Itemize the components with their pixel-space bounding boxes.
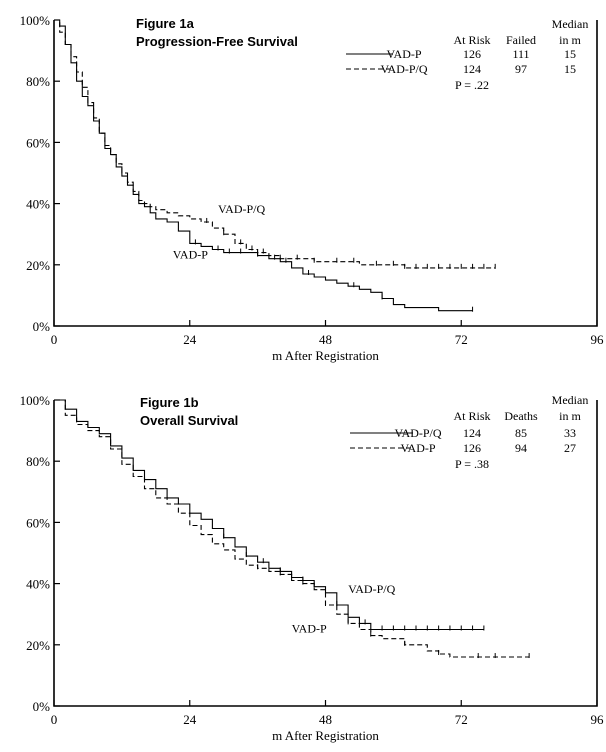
legend-events: 97 xyxy=(515,62,527,76)
x-tick-label: 48 xyxy=(319,332,332,347)
series-line-vadp xyxy=(54,19,473,312)
legend-median: 15 xyxy=(564,62,576,76)
y-tick-label: 40% xyxy=(26,577,50,592)
y-tick-label: 100% xyxy=(20,13,51,28)
x-axis-label: m After Registration xyxy=(272,728,379,743)
legend-series-name: VAD-P/Q xyxy=(394,426,441,440)
legend-median: 33 xyxy=(564,426,576,440)
chart-title: Figure 1b xyxy=(140,395,199,410)
legend-events: 85 xyxy=(515,426,527,440)
series-line-vadp xyxy=(54,399,530,658)
chart-subtitle: Overall Survival xyxy=(140,413,238,428)
legend-header-unit: in m xyxy=(559,409,581,423)
p-value: P = .38 xyxy=(455,457,489,471)
legend-series-name: VAD-P xyxy=(400,441,435,455)
chart-subtitle: Progression-Free Survival xyxy=(136,34,298,49)
y-tick-label: 40% xyxy=(26,197,50,212)
y-tick-label: 100% xyxy=(20,393,51,408)
legend-header-events: Deaths xyxy=(504,409,538,423)
legend-header-unit: in m xyxy=(559,33,581,47)
legend-at-risk: 124 xyxy=(463,62,481,76)
legend-events: 111 xyxy=(512,47,529,61)
curve-label: VAD-P xyxy=(173,248,208,262)
legend-header-median: Median xyxy=(552,17,589,31)
x-tick-label: 96 xyxy=(591,712,605,727)
x-tick-label: 24 xyxy=(183,332,197,347)
x-tick-label: 72 xyxy=(455,712,468,727)
chart-title: Figure 1a xyxy=(136,16,195,31)
y-tick-label: 20% xyxy=(26,258,50,273)
y-tick-label: 80% xyxy=(26,454,50,469)
legend-series-name: VAD-P xyxy=(386,47,421,61)
y-tick-label: 0% xyxy=(33,699,51,714)
legend-header-at-risk: At Risk xyxy=(453,33,490,47)
legend-header-at-risk: At Risk xyxy=(453,409,490,423)
x-axis-label: m After Registration xyxy=(272,348,379,363)
x-tick-label: 96 xyxy=(591,332,605,347)
legend-series-name: VAD-P/Q xyxy=(380,62,427,76)
y-tick-label: 80% xyxy=(26,74,50,89)
y-tick-label: 60% xyxy=(26,135,50,150)
curve-label: VAD-P xyxy=(292,622,327,636)
chart-panel-2: 0% 20% 40% 60% 80% 100% 0 24 48 72 96 m After Regis… xyxy=(20,393,604,743)
legend-header-events: Failed xyxy=(506,33,536,47)
x-tick-label: 48 xyxy=(319,712,332,727)
series-line-vadpq xyxy=(54,399,484,631)
curve-label: VAD-P/Q xyxy=(218,202,265,216)
chart-panel-1: 0% 20% 40% 60% 80% 100% 0 24 48 72 96 m After Regis… xyxy=(20,13,604,363)
legend-at-risk: 126 xyxy=(463,441,481,455)
x-tick-label: 0 xyxy=(51,712,58,727)
legend-median: 27 xyxy=(564,441,576,455)
curve-label: VAD-P/Q xyxy=(348,582,395,596)
legend-events: 94 xyxy=(515,441,527,455)
y-tick-label: 0% xyxy=(33,319,51,334)
y-tick-label: 60% xyxy=(26,515,50,530)
x-tick-label: 24 xyxy=(183,712,197,727)
legend-at-risk: 126 xyxy=(463,47,481,61)
y-tick-label: 20% xyxy=(26,638,50,653)
p-value: P = .22 xyxy=(455,78,489,92)
legend-at-risk: 124 xyxy=(463,426,481,440)
x-tick-label: 72 xyxy=(455,332,468,347)
legend-median: 15 xyxy=(564,47,576,61)
series-line-vadpq xyxy=(54,19,496,269)
legend-header-median: Median xyxy=(552,393,589,407)
x-tick-label: 0 xyxy=(51,332,58,347)
